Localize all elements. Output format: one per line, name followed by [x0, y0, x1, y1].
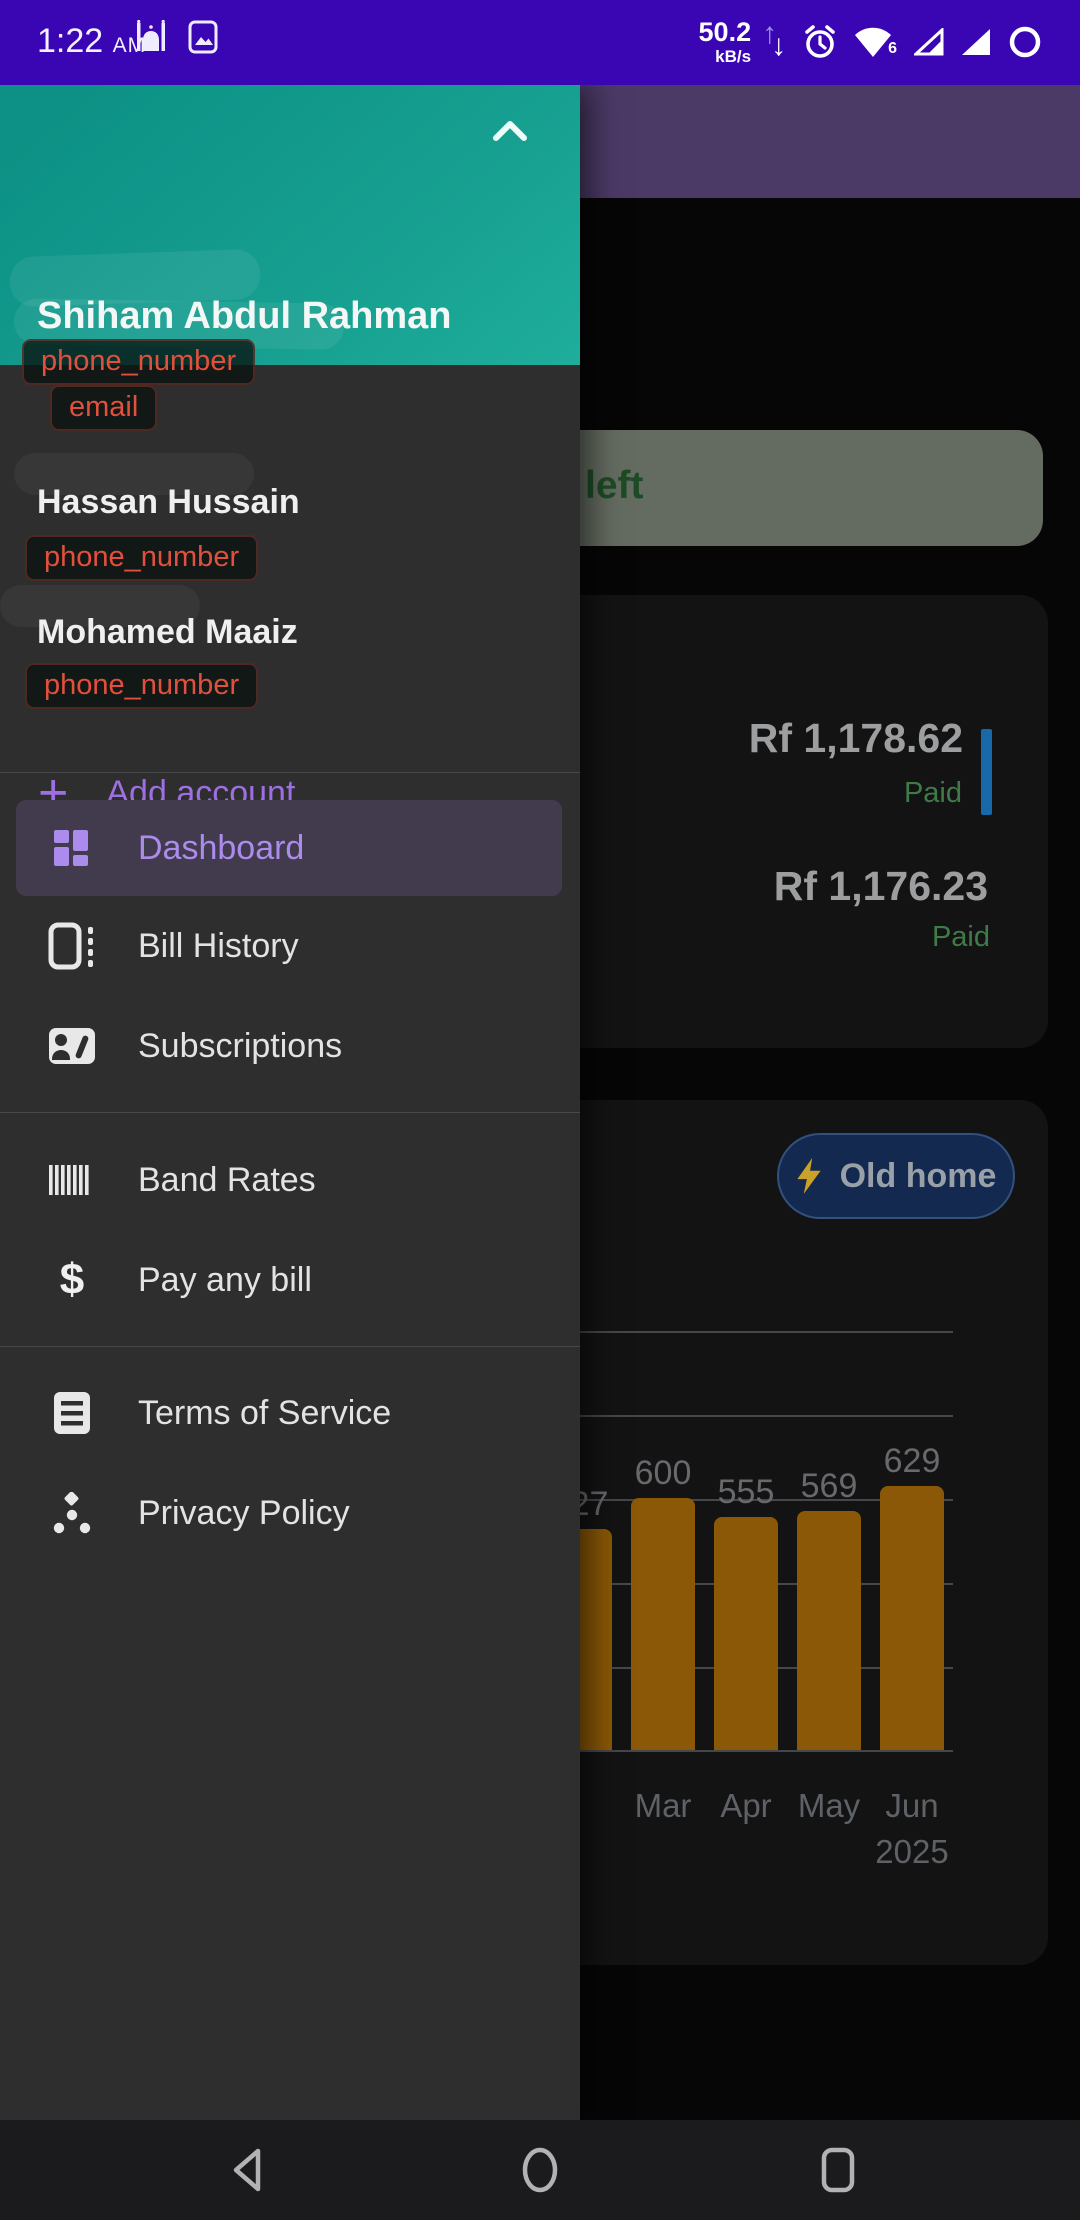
gridline: [408, 1331, 953, 1333]
clock: 1:22 AM: [37, 22, 147, 60]
x-axis-label: Apr: [720, 1787, 772, 1824]
redaction-smear: [0, 585, 200, 627]
drawer-item-dashboard[interactable]: Dashboard: [16, 800, 562, 896]
home-circle-icon: [522, 2147, 558, 2193]
image-notification-icon: [188, 20, 218, 54]
drawer-item-label: Dashboard: [138, 828, 305, 867]
x-axis-label: May: [797, 1787, 861, 1824]
drawer-item-label: Privacy Policy: [138, 1493, 350, 1532]
document-icon: [46, 1392, 98, 1434]
drawer-header: Shiham Abdul Rahman phone_number email: [0, 85, 580, 431]
chevron-up-icon: [493, 121, 527, 141]
chart-bar: 555: [714, 1473, 778, 1750]
drawer-item-pay-any-bill[interactable]: $ Pay any bill: [16, 1232, 562, 1328]
phone-number-redaction: phone_number: [25, 535, 259, 581]
bar-value-label: 629: [883, 1442, 941, 1480]
email-redaction: email: [50, 385, 158, 431]
account-name: Mohamed Maaiz: [37, 613, 298, 651]
signal-sim1-icon: [914, 28, 944, 56]
bar-value-label: 600: [634, 1454, 692, 1492]
policy-dots-icon: [46, 1492, 98, 1534]
divider: [0, 1112, 580, 1113]
wifi-icon: 6: [854, 26, 897, 58]
account-name: Hassan Hussain: [37, 483, 300, 521]
back-button[interactable]: [218, 2140, 278, 2200]
drawer-item-privacy-policy[interactable]: Privacy Policy: [16, 1465, 562, 1561]
drawer-item-band-rates[interactable]: Band Rates: [16, 1132, 562, 1228]
bill-status: Paid: [931, 921, 990, 953]
chart-bar: 629: [880, 1442, 944, 1750]
bill-history-icon: [46, 921, 98, 971]
bar-value-label: 569: [800, 1467, 858, 1505]
x-axis-label: Jun: [885, 1787, 939, 1824]
bar-value-label: 555: [717, 1473, 775, 1511]
dashboard-icon: [46, 830, 98, 866]
chart-bar: 600: [631, 1454, 695, 1750]
phone-number-redaction: phone_number: [22, 339, 256, 385]
gridline: [408, 1415, 953, 1417]
status-bar: 1:22 AM 50.2 kB/s ↑ ↓: [0, 0, 1080, 85]
upload-arrow-icon: ↑: [762, 17, 778, 50]
drawer-item-label: Pay any bill: [138, 1260, 312, 1299]
mosque-notification-icon: [137, 19, 165, 51]
back-triangle-icon: [233, 2148, 261, 2192]
x-axis-year-label: 2025: [875, 1833, 949, 1870]
wifi-generation-label: 6: [888, 40, 897, 57]
download-arrow-icon: ↓: [771, 29, 787, 62]
system-navigation-bar: [0, 2120, 1080, 2220]
recents-button[interactable]: [808, 2140, 868, 2200]
drawer-item-terms-of-service[interactable]: Terms of Service: [16, 1365, 562, 1461]
drawer-item-label: Band Rates: [138, 1160, 316, 1199]
alarm-icon: [805, 25, 835, 58]
dollar-icon: $: [59, 1255, 85, 1304]
drawer-item-bill-history[interactable]: Bill History: [16, 898, 562, 994]
account-name: Shiham Abdul Rahman: [37, 295, 452, 337]
battery-circle-icon: [1009, 26, 1041, 58]
chart-bar: 569: [797, 1467, 861, 1750]
drawer-item-label: Subscriptions: [138, 1026, 343, 1065]
collapse-accounts-button[interactable]: [482, 103, 538, 159]
traffic-arrows: ↑ ↓: [762, 19, 787, 62]
banner-text: left: [585, 464, 644, 507]
old-home-button[interactable]: Old home: [777, 1133, 1015, 1219]
drawer-item-label: Bill History: [138, 926, 299, 965]
home-button[interactable]: [510, 2140, 570, 2200]
divider: [0, 1346, 580, 1347]
recents-square-icon: [821, 2147, 855, 2193]
phone-number-redaction: phone_number: [25, 663, 259, 709]
x-axis-label: Mar: [634, 1787, 692, 1824]
band-rates-icon: [46, 1165, 98, 1195]
drawer-item-subscriptions[interactable]: Subscriptions: [16, 998, 562, 1094]
network-speed: 50.2 kB/s: [698, 17, 752, 66]
bill-amount: Rf 1,178.62: [748, 715, 963, 761]
bill-amount: Rf 1,176.23: [773, 863, 988, 909]
divider: [0, 772, 580, 773]
old-home-label: Old home: [839, 1156, 997, 1195]
navigation-drawer: Shiham Abdul Rahman phone_number email H…: [0, 85, 580, 2120]
redaction-smear: [14, 453, 254, 495]
blue-indicator-bar: [981, 729, 992, 815]
signal-sim2-icon: [962, 29, 990, 55]
drawer-item-label: Terms of Service: [138, 1393, 392, 1432]
x-axis-line: [408, 1750, 953, 1752]
subscriptions-icon: [46, 1027, 98, 1065]
lightning-bolt-icon: [796, 1158, 821, 1194]
bill-status: Paid: [903, 777, 962, 809]
